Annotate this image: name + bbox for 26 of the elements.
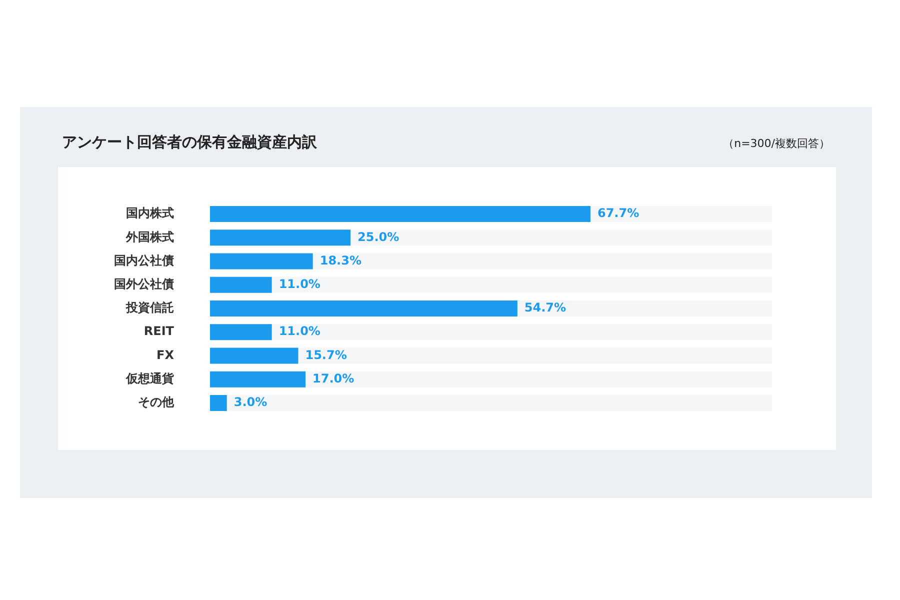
bar — [210, 253, 313, 270]
chart-title: アンケート回答者の保有金融資産内訳 — [62, 133, 317, 152]
y-tick-label: REIT — [144, 324, 175, 338]
data-label: 25.0% — [358, 230, 400, 244]
data-label: 54.7% — [524, 300, 566, 315]
bar — [210, 324, 272, 340]
data-label: 17.0% — [312, 371, 354, 386]
y-tick-label: その他 — [138, 395, 175, 410]
bar — [210, 394, 227, 412]
data-label: 11.0% — [278, 277, 320, 292]
y-tick-label: FX — [156, 348, 175, 362]
y-tick-label: 投資信託 — [125, 300, 174, 315]
data-label: 11.0% — [278, 324, 320, 338]
y-tick-label: 仮想通貨 — [125, 371, 175, 386]
data-label: 67.7% — [597, 206, 640, 220]
y-tick-label: 国内公社債 — [114, 253, 174, 268]
bar — [210, 276, 272, 293]
bar — [210, 348, 298, 364]
y-tick-label: 国外公社債 — [114, 277, 174, 292]
bar — [210, 371, 306, 388]
data-label: 18.3% — [320, 253, 362, 268]
y-tick-label: 外国株式 — [125, 230, 174, 244]
data-label: 15.7% — [305, 348, 347, 362]
data-label: 3.0% — [234, 395, 268, 410]
chart-subtitle: （n=300/複数回答） — [723, 136, 830, 151]
y-tick-label: 国内株式 — [126, 206, 174, 220]
